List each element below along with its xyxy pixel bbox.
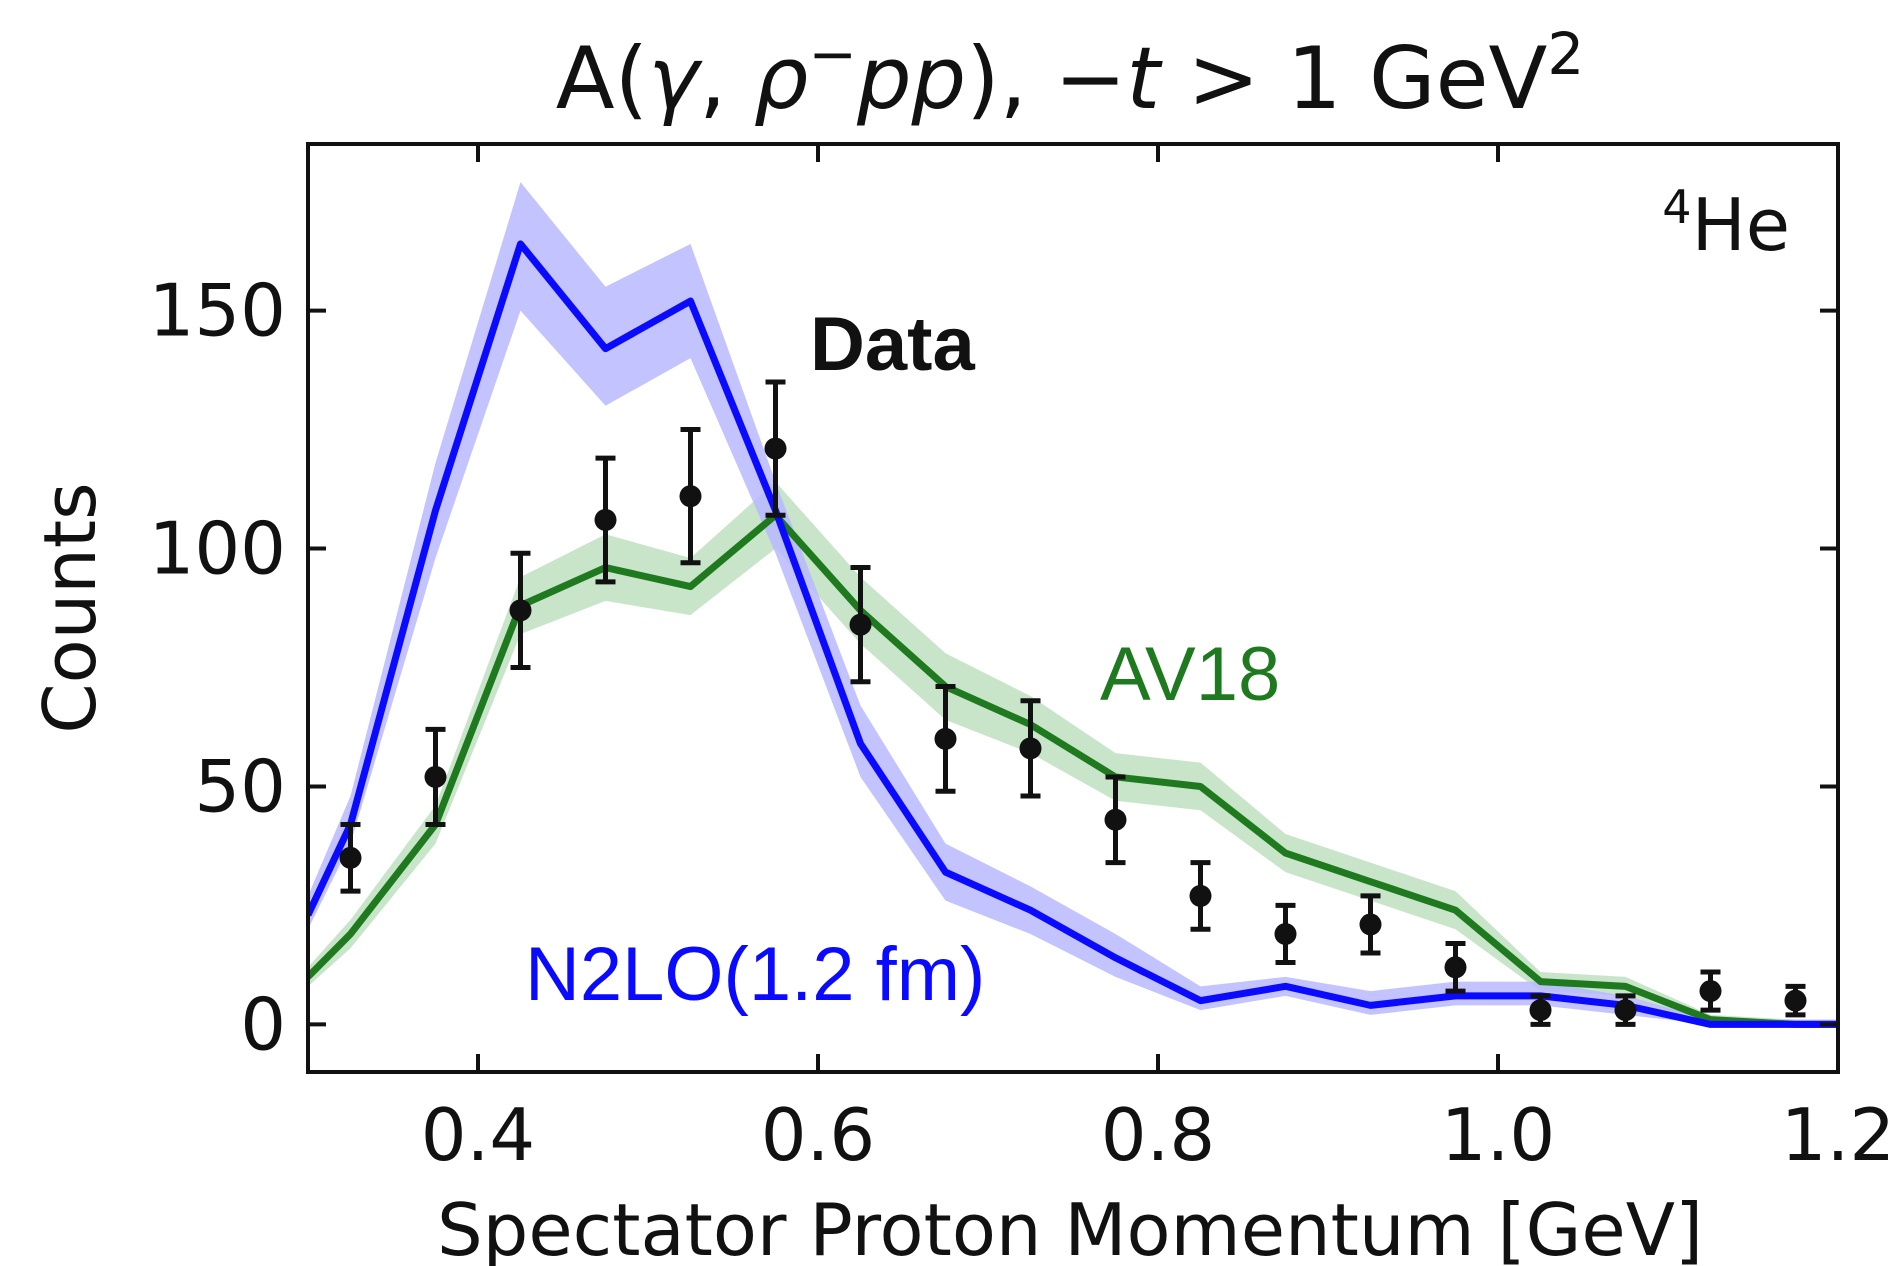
data-marker [764,437,787,460]
data-marker [339,846,362,869]
data-marker [1529,999,1552,1022]
legend-label-data: Data [810,302,975,387]
data-point [594,455,617,585]
line-av18 [308,511,1838,1028]
data-point [1189,860,1212,932]
nucleus-label: 4He [1662,180,1790,267]
data-marker [509,599,532,622]
data-marker [1784,989,1807,1012]
data-point [849,565,872,685]
data-marker [1444,956,1467,979]
data-point [1699,969,1722,1013]
data-marker [1274,922,1297,945]
chart-title: A(γ, ρ−pp), −t > 1 GeV2 [556,20,1584,129]
data-point [1529,993,1552,1027]
data-marker [679,485,702,508]
y-tick-label: 150 [149,269,286,353]
x-tick-label: 0.4 [421,1093,536,1177]
data-marker [1614,999,1637,1022]
data-marker [934,727,957,750]
x-tick-label: 0.8 [1101,1093,1216,1177]
legend-label-av18: AV18 [1100,632,1280,717]
plot-frame [306,142,1840,1074]
y-tick-label: 100 [149,507,286,591]
x-tick-label: 1.0 [1441,1093,1556,1177]
data-point [509,550,532,670]
x-tick-label: 1.2 [1781,1093,1896,1177]
data-point [764,379,787,518]
data-point [1274,902,1297,966]
data-point [1359,893,1382,956]
data-point [1614,993,1637,1027]
line-n2lo [308,240,1838,1028]
data-point [424,726,447,828]
y-axis-label: Counts [28,482,112,733]
data-marker [424,765,447,788]
data-marker [1104,808,1127,831]
data-point [1104,774,1127,866]
x-axis-label: Spectator Proton Momentum [GeV] [437,1188,1703,1266]
uncertainty-bands [308,182,1838,1025]
data-point [1019,698,1042,799]
data-point [339,822,362,894]
data-marker [594,508,617,531]
data-point [1444,941,1467,994]
data-marker [1699,980,1722,1003]
y-tick-label: 0 [240,982,286,1066]
model-lines [308,240,1838,1028]
data-marker [1359,913,1382,936]
axes: 0.4 0.6 0.8 1.0 1.2 0 50 100 150 [149,142,1896,1177]
x-tick-label: 0.6 [761,1093,876,1177]
legend-label-n2lo: N2LO(1.2 fm) [525,932,985,1017]
data-points [339,379,1807,1027]
data-marker [1189,884,1212,907]
y-tick-label: 50 [194,744,286,828]
data-point [1784,983,1807,1018]
data-marker [1019,737,1042,760]
data-marker [849,613,872,636]
data-point [679,427,702,566]
data-point [934,684,957,794]
